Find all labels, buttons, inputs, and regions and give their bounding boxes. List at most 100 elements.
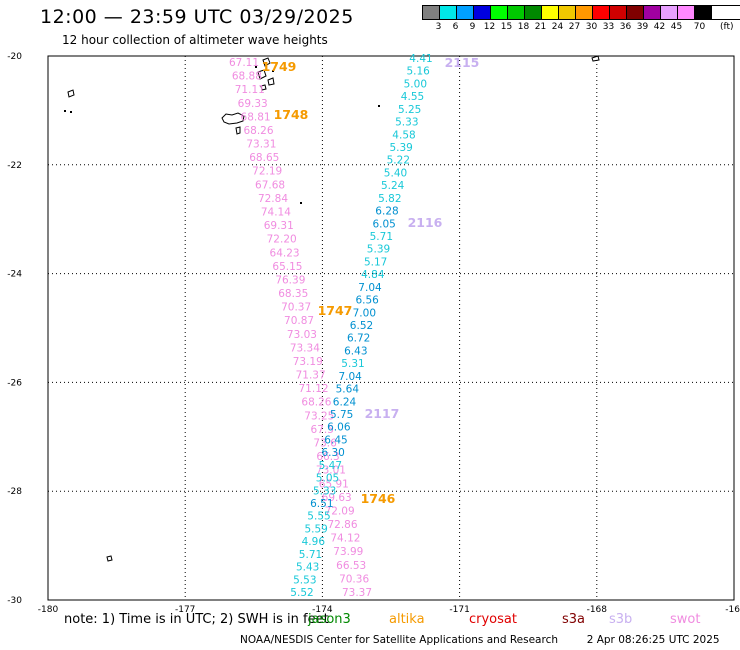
wave-height-value: 68.35 (278, 288, 308, 300)
wave-height-value: 6.51 (310, 498, 333, 510)
longitude-tick-label: -168 (587, 605, 608, 615)
tongatapu-island (221, 112, 245, 125)
wave-height-value: 6.05 (372, 218, 395, 230)
wave-height-value: 4.58 (392, 129, 415, 141)
colorbar-swatches (422, 5, 740, 20)
map-axis-labels: -180 -177 -174 -171 -168 -16 -20 -22 -24 -26 -28 -3… (7, 52, 740, 615)
colorbar-label: 30 (585, 22, 598, 32)
wave-height-value: 66.3 (316, 451, 339, 463)
pass-number-label: 2116 (408, 215, 443, 230)
legend-note: note: 1) Time is in UTC; 2) SWH is in fe… (64, 612, 329, 627)
latitude-tick-label: -30 (7, 596, 22, 606)
islet-dot (378, 105, 380, 107)
colorbar-swatch (610, 6, 627, 19)
legend-mission: jason3 (308, 612, 351, 627)
wave-height-value: 5.17 (364, 256, 387, 268)
islet-dot (300, 202, 302, 204)
longitude-tick-label: -16 (725, 605, 740, 615)
colorbar-swatch (474, 6, 491, 19)
pass-number-label: 2115 (445, 55, 480, 70)
colorbar-swatch (525, 6, 542, 19)
wave-height-value: 5.59 (304, 523, 327, 535)
colorbar-label: 3 (435, 22, 442, 32)
wave-height-value: 5.31 (341, 358, 364, 370)
wave-height-value: 5.71 (370, 231, 393, 243)
wave-height-value: 5.22 (387, 155, 410, 167)
colorbar-swatch (695, 6, 712, 19)
colorbar-swatch (593, 6, 610, 19)
legend-mission: swot (670, 612, 701, 627)
wave-height-value: 5.40 (384, 167, 407, 179)
wave-height-value: 73.99 (333, 546, 363, 558)
wave-height-value: 67.5 (311, 424, 334, 436)
eastern-islet (591, 55, 600, 62)
wave-height-value: 73.6 (313, 438, 337, 450)
wave-height-value: 6.52 (350, 320, 373, 332)
colorbar-label: 15 (500, 22, 513, 32)
map-gridlines (48, 56, 734, 600)
wave-height-value: 68.26 (301, 397, 331, 409)
wave-height-value: 68.81 (241, 111, 271, 123)
wave-height-value: 5.53 (293, 574, 316, 586)
map-frame (47, 55, 735, 601)
wave-height-value: 72.19 (252, 166, 282, 178)
footer: NOAA/NESDIS Center for Satellite Applica… (240, 634, 720, 646)
wave-height-value: 74.14 (261, 206, 291, 218)
colorbar-label: 27 (568, 22, 581, 32)
wave-height-value: 74.12 (330, 533, 360, 545)
wave-height-value: 6.28 (375, 206, 398, 218)
wave-height-value: 72.84 (258, 193, 288, 205)
wave-height-value: 5.39 (367, 244, 390, 256)
wave-height-value: 6.56 (355, 295, 379, 307)
islet-dot (255, 66, 257, 68)
wave-height-value: 73.34 (290, 342, 320, 354)
wave-height-value: 71.11 (235, 84, 265, 96)
wave-height-value: 5.00 (404, 78, 427, 90)
wave-height-value: 73.31 (246, 139, 276, 151)
wave-height-value: 5.43 (296, 562, 319, 574)
wave-height-value: 68.65 (249, 152, 279, 164)
wave-height-value: 73.03 (287, 329, 317, 341)
islet-dot (64, 110, 66, 112)
small-islets (64, 66, 380, 204)
wave-height-value: 5.16 (406, 66, 430, 78)
colorbar-swatch (542, 6, 559, 19)
wave-height-value: 7.04 (338, 371, 362, 383)
pass-number-label: 2117 (365, 406, 400, 421)
wave-height-value: 4.55 (401, 91, 424, 103)
colorbar-label: 42 (653, 22, 666, 32)
longitude-tick-label: -174 (312, 605, 333, 615)
colorbar-swatch (678, 6, 695, 19)
legend-mission: s3b (609, 612, 633, 627)
wave-height-value: 73.01 (316, 465, 346, 477)
islet-dot (272, 70, 274, 72)
longitude-tick-label: -180 (38, 605, 59, 615)
longitude-tick-label: -171 (449, 605, 469, 615)
colorbar-label: 24 (551, 22, 564, 32)
pass-number-label: 1749 (262, 59, 297, 74)
legend-mission: cryosat (469, 612, 517, 627)
wave-height-value: 5.05 (316, 473, 339, 485)
colorbar-label: 18 (517, 22, 530, 32)
wave-height-value: 71.12 (299, 383, 329, 395)
colorbar-swatch (491, 6, 508, 19)
western-islet (67, 89, 75, 98)
colorbar-swatch (440, 6, 457, 19)
colorbar-label: 12 (483, 22, 496, 32)
wave-height-value: 65.91 (319, 478, 349, 490)
haapai-island-a (262, 57, 271, 67)
wave-height-value: 6.43 (344, 345, 367, 357)
island-outlines (67, 55, 600, 562)
legend-mission: altika (389, 612, 425, 627)
wave-height-value: 68.88 (232, 71, 262, 83)
wave-height-value: 6.45 (324, 434, 347, 446)
islet-dot (70, 111, 72, 113)
colorbar-swatch (627, 6, 644, 19)
wave-height-value: 7.04 (358, 282, 382, 294)
wave-height-value: 65.15 (272, 261, 302, 273)
wave-height-value: 5.64 (336, 384, 360, 396)
colorbar-label: 70 (693, 22, 706, 32)
wave-height-value: 5.39 (389, 142, 412, 154)
wave-height-value: 66.53 (336, 560, 366, 572)
